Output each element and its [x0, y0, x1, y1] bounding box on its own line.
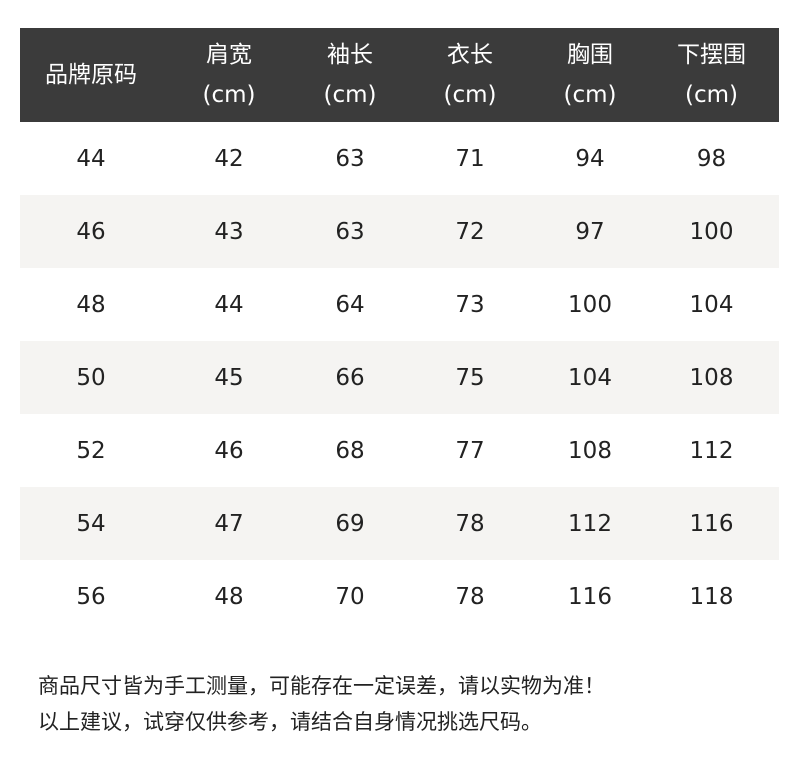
table-cell: 56 — [76, 583, 106, 610]
column-header: 肩宽 (cm) — [162, 28, 296, 122]
column-title: 品牌原码 — [45, 62, 137, 88]
table-cell: 97 — [575, 218, 605, 245]
table-cell: 100 — [568, 291, 612, 318]
size-chart-table: 品牌原码 肩宽 (cm) 袖长 (cm) 衣长 (cm) 胸围 (cm) 下摆围 (cm) 44 42… — [20, 28, 779, 633]
table-cell: 112 — [568, 510, 612, 537]
table-cell: 116 — [689, 510, 734, 537]
table-row: 44 42 63 71 94 98 — [20, 122, 779, 195]
column-unit: (cm) — [563, 82, 617, 108]
table-cell: 52 — [76, 437, 106, 464]
table-cell: 50 — [76, 364, 106, 391]
column-header: 下摆围 (cm) — [644, 28, 779, 122]
column-unit: (cm) — [443, 82, 497, 108]
table-row: 46 43 63 72 97 100 — [20, 195, 779, 268]
column-title: 袖长 — [327, 42, 373, 68]
table-cell: 78 — [455, 510, 485, 537]
table-cell: 108 — [689, 364, 734, 391]
table-row: 50 45 66 75 104 108 — [20, 341, 779, 414]
table-cell: 94 — [575, 145, 605, 172]
table-cell: 73 — [455, 291, 485, 318]
table-cell: 108 — [568, 437, 612, 464]
table-cell: 54 — [76, 510, 106, 537]
table-cell: 71 — [455, 145, 485, 172]
table-cell: 70 — [335, 583, 365, 610]
size-notes: 商品尺寸皆为手工测量，可能存在一定误差，请以实物为准！ 以上建议，试穿仅供参考，… — [38, 668, 605, 740]
column-title: 肩宽 — [206, 42, 252, 68]
table-cell: 44 — [76, 145, 106, 172]
table-cell: 100 — [689, 218, 734, 245]
table-cell: 68 — [335, 437, 365, 464]
table-row: 48 44 64 73 100 104 — [20, 268, 779, 341]
table-cell: 42 — [214, 145, 244, 172]
note-line: 商品尺寸皆为手工测量，可能存在一定误差，请以实物为准！ — [38, 674, 605, 698]
column-header: 衣长 (cm) — [404, 28, 536, 122]
table-cell: 77 — [455, 437, 485, 464]
table-cell: 75 — [455, 364, 485, 391]
column-header: 品牌原码 — [20, 28, 162, 122]
table-cell: 63 — [335, 218, 365, 245]
table-row: 54 47 69 78 112 116 — [20, 487, 779, 560]
table-cell: 48 — [214, 583, 244, 610]
table-cell: 69 — [335, 510, 365, 537]
table-cell: 104 — [689, 291, 734, 318]
table-cell: 46 — [76, 218, 106, 245]
table-cell: 45 — [214, 364, 244, 391]
column-unit: (cm) — [685, 82, 738, 108]
column-unit: (cm) — [202, 82, 256, 108]
table-cell: 47 — [214, 510, 244, 537]
table-row: 52 46 68 77 108 112 — [20, 414, 779, 487]
table-cell: 112 — [689, 437, 734, 464]
column-unit: (cm) — [323, 82, 377, 108]
table-cell: 43 — [214, 218, 244, 245]
column-title: 下摆围 — [677, 42, 746, 68]
table-cell: 48 — [76, 291, 106, 318]
column-header: 袖长 (cm) — [296, 28, 404, 122]
note-line: 以上建议，试穿仅供参考，请结合自身情况挑选尺码。 — [38, 710, 542, 734]
table-cell: 78 — [455, 583, 485, 610]
table-cell: 63 — [335, 145, 365, 172]
table-row: 56 48 70 78 116 118 — [20, 560, 779, 633]
table-cell: 72 — [455, 218, 485, 245]
table-cell: 64 — [335, 291, 365, 318]
column-title: 衣长 — [447, 42, 493, 68]
table-cell: 118 — [689, 583, 734, 610]
table-cell: 66 — [335, 364, 365, 391]
column-header: 胸围 (cm) — [536, 28, 644, 122]
table-header: 品牌原码 肩宽 (cm) 袖长 (cm) 衣长 (cm) 胸围 (cm) 下摆围 (cm) — [20, 28, 779, 122]
table-cell: 116 — [568, 583, 612, 610]
table-body: 44 42 63 71 94 98 46 43 63 72 97 100 48 44 64 73 100 104 5… — [20, 122, 779, 633]
column-title: 胸围 — [567, 42, 613, 68]
table-cell: 44 — [214, 291, 244, 318]
table-cell: 46 — [214, 437, 244, 464]
table-cell: 104 — [568, 364, 612, 391]
table-cell: 98 — [696, 145, 727, 172]
